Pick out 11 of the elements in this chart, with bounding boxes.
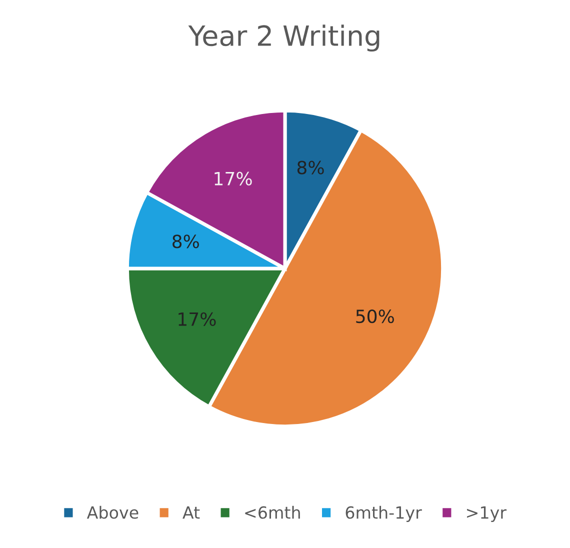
data-label: 50% bbox=[356, 310, 394, 324]
legend-label: Above bbox=[86, 506, 138, 519]
legend-label: >1yr bbox=[467, 506, 507, 522]
data-label: 8% bbox=[172, 234, 199, 248]
legend-label: 6mth-1yr bbox=[346, 506, 422, 522]
chart-title: Year 2 Writing bbox=[188, 24, 380, 52]
legend-label: <6mth bbox=[245, 506, 300, 519]
data-label: 17% bbox=[178, 312, 216, 326]
data-label: 17% bbox=[214, 172, 252, 186]
data-label: 8% bbox=[297, 160, 324, 174]
legend-label: At bbox=[182, 506, 200, 519]
